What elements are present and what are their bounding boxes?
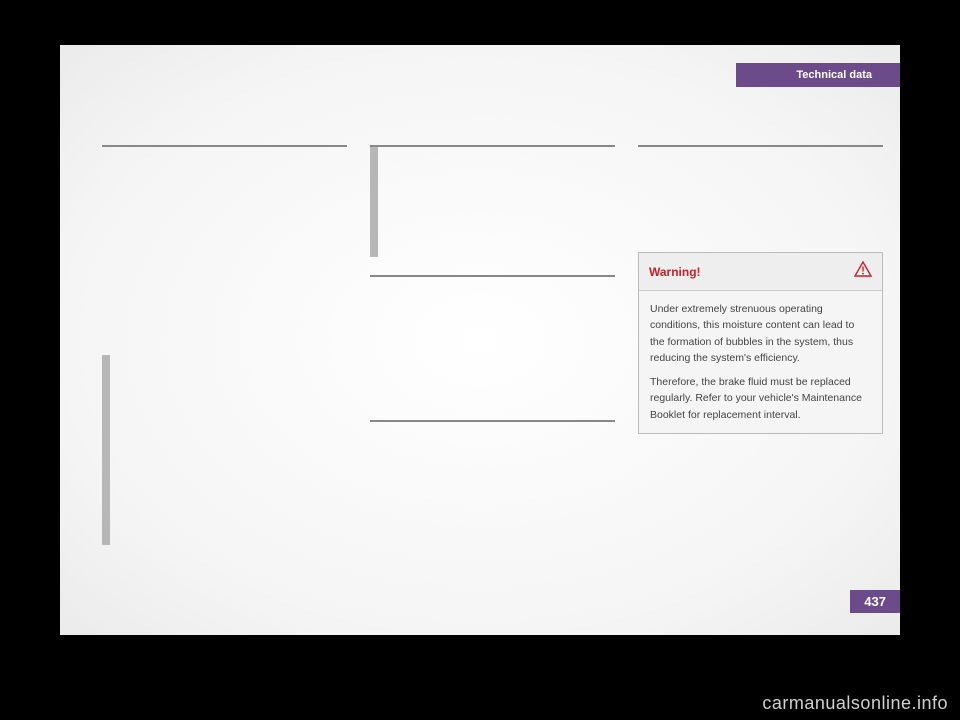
section-tab: Technical data [736, 63, 900, 87]
warning-box-body: Under extremely strenuous operating cond… [639, 291, 882, 433]
page-number-badge: 437 [850, 590, 900, 613]
horizontal-rule [638, 145, 883, 147]
warning-triangle-icon [854, 261, 872, 282]
horizontal-rule [370, 275, 615, 277]
sidebar-accent-bar [370, 147, 378, 257]
warning-box: Warning! Under extremely strenuous opera… [638, 252, 883, 434]
column-2 [370, 145, 615, 430]
warning-paragraph: Therefore, the brake fluid must be repla… [650, 374, 871, 423]
manual-page: Technical data Warning! [60, 45, 900, 635]
horizontal-rule [370, 420, 615, 422]
watermark-text: carmanualsonline.info [762, 693, 948, 714]
spacer [370, 155, 615, 275]
spacer [638, 155, 883, 240]
column-1 [102, 145, 347, 155]
horizontal-rule [102, 145, 347, 147]
page-number: 437 [864, 594, 886, 609]
spacer [370, 285, 615, 420]
sidebar-accent-bar [102, 355, 110, 545]
column-3: Warning! Under extremely strenuous opera… [638, 145, 883, 434]
horizontal-rule [370, 145, 615, 147]
warning-paragraph: Under extremely strenuous operating cond… [650, 301, 871, 366]
section-tab-label: Technical data [796, 69, 872, 81]
warning-title: Warning! [649, 265, 701, 279]
warning-box-header: Warning! [639, 253, 882, 291]
